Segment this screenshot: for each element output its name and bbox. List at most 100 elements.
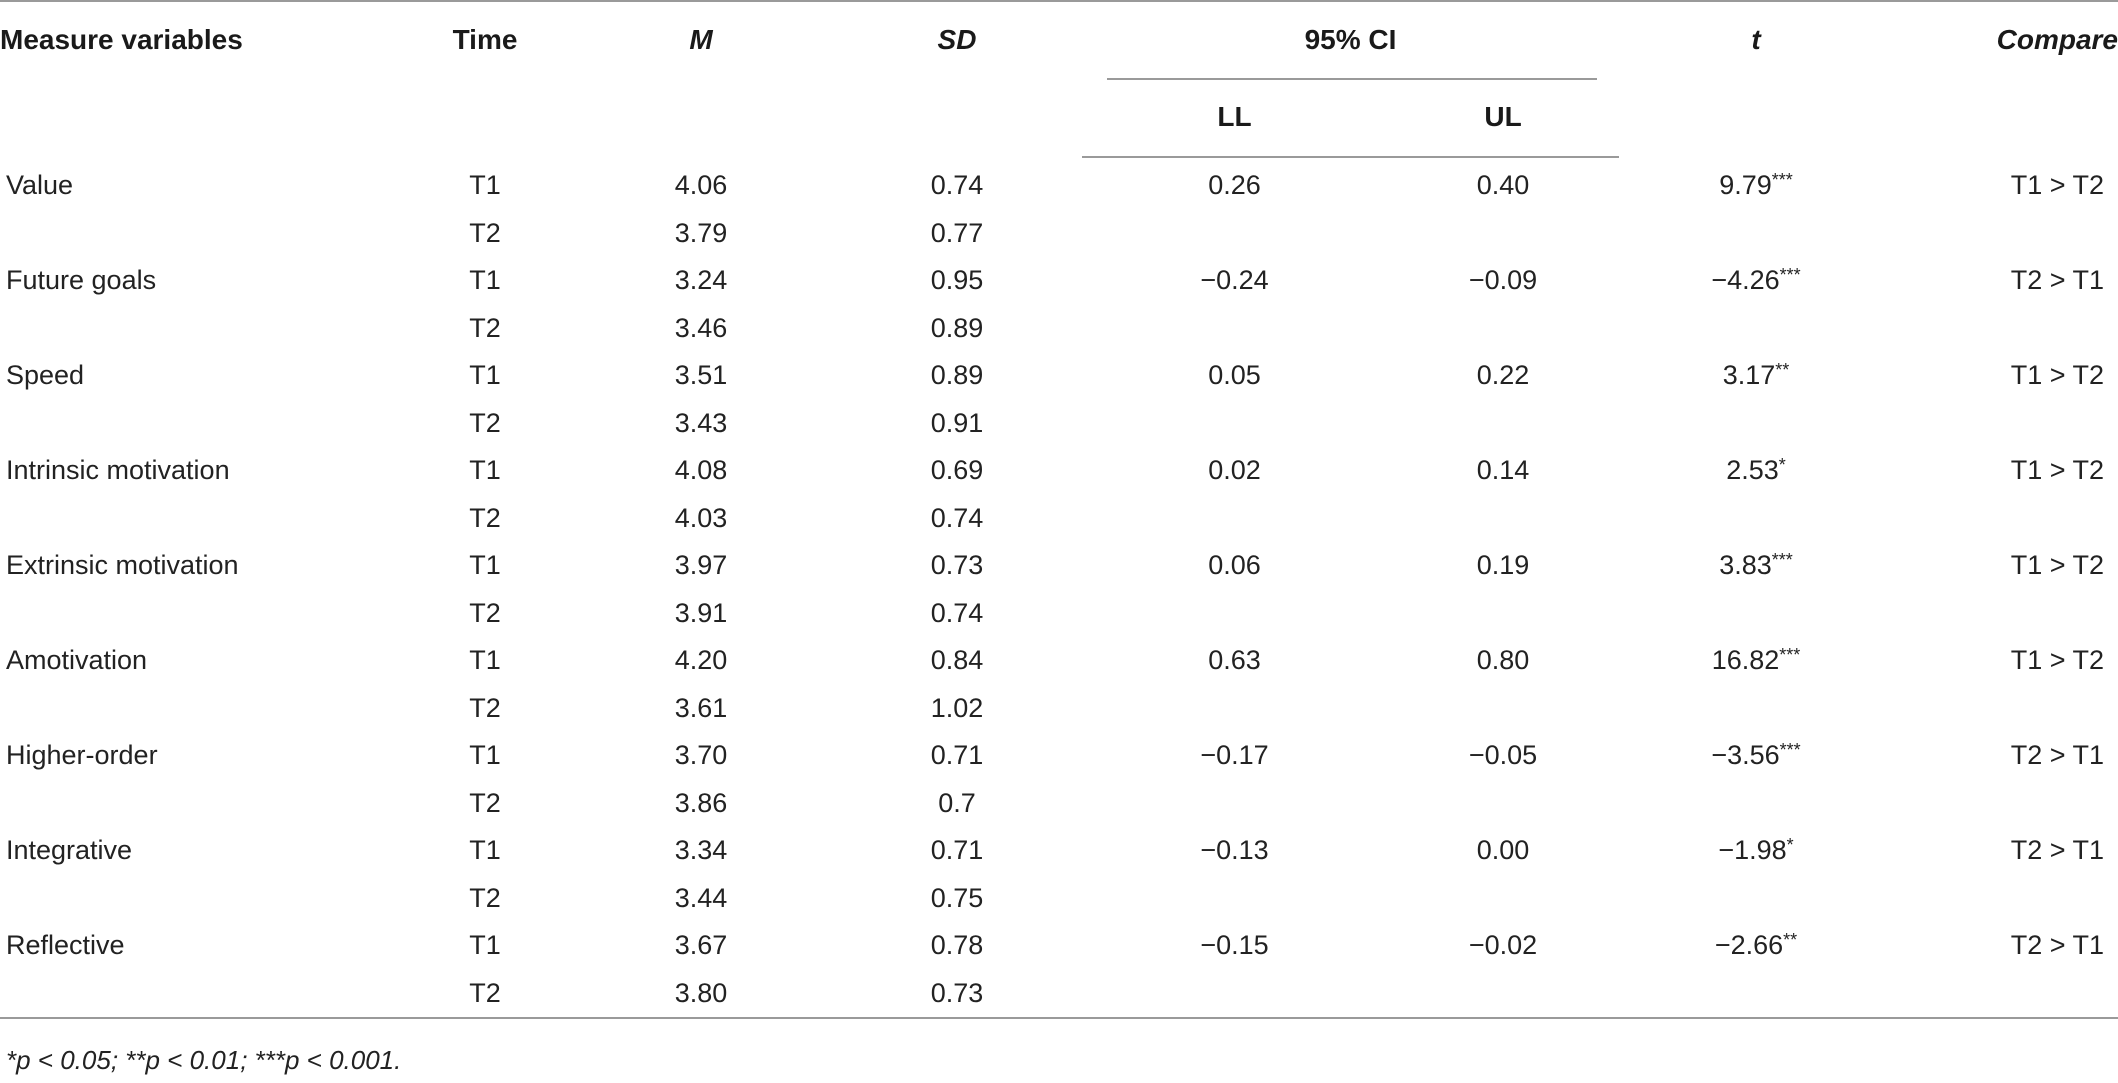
sd-cell: 0.71 [930, 835, 984, 866]
ll-cell: 0.06 [1208, 550, 1261, 581]
ll-cell-empty [1082, 685, 1387, 733]
ul-cell-empty [1387, 685, 1619, 733]
ul-cell-empty [1387, 875, 1619, 923]
header-measure-variables: Measure variables [0, 0, 400, 157]
table-footnote: *p < 0.05; **p < 0.01; ***p < 0.001. [6, 1045, 402, 1075]
ul-cell-empty [1387, 780, 1619, 828]
time-cell: T1 [469, 169, 501, 200]
mean-cell: 3.46 [674, 312, 728, 343]
sd-cell: 0.95 [930, 265, 984, 296]
ul-cell: 0.00 [1476, 835, 1530, 866]
t-value: 3.83 [1719, 550, 1772, 581]
paired-t-test-table: Measure variables Time M SD 95% CI t Com… [0, 0, 2118, 1019]
sd-cell: 0.84 [930, 645, 984, 676]
mean-cell: 3.34 [674, 835, 728, 866]
measure-cell-empty [0, 685, 400, 733]
t-cell-empty [1619, 400, 1893, 448]
t-value: −4.26 [1711, 265, 1780, 296]
t-cell-empty [1619, 305, 1893, 353]
ll-cell-empty [1082, 969, 1387, 1019]
time-cell: T2 [469, 692, 501, 723]
sd-cell: 0.7 [938, 787, 976, 818]
ll-cell: 0.26 [1208, 170, 1261, 201]
sd-cell: 0.75 [930, 882, 984, 913]
header-sd: SD [832, 0, 1082, 157]
mean-cell: 3.44 [674, 882, 728, 913]
t-cell: −4.26*** [1619, 257, 1893, 305]
t-value: 16.82 [1711, 645, 1780, 676]
mean-cell: 3.80 [570, 969, 832, 1019]
table-row: Speed T1 3.51 0.89 0.05 0.22 3.17** T1 > T2 [0, 352, 2118, 400]
sd-cell: 0.77 [930, 217, 984, 248]
t-cell: 3.83*** [1619, 542, 1893, 590]
table-row: T2 3.86 0.7 [0, 780, 2118, 828]
t-value: −3.56 [1711, 740, 1780, 771]
compare-cell: T2 > T1 [2010, 930, 2105, 961]
sd-cell: 0.89 [930, 360, 984, 391]
t-cell-empty [1619, 875, 1893, 923]
sd-cell: 0.69 [930, 455, 984, 486]
time-cell: T1 [469, 360, 501, 391]
measure-cell-empty [0, 305, 400, 353]
measure-cell: Value [6, 169, 74, 200]
measure-cell: Intrinsic motivation [6, 455, 230, 486]
compare-cell: T2 > T1 [2010, 835, 2105, 866]
table-body: Value T1 4.06 0.74 0.26 0.40 9.79*** T1 > T2 T2 3… [0, 157, 2118, 1019]
measure-cell: Speed [6, 360, 85, 391]
measure-cell: Reflective [6, 930, 125, 961]
table-row: Reflective T1 3.67 0.78 −0.15 −0.02 −2.66** T2 … [0, 922, 2118, 970]
time-cell: T1 [469, 835, 501, 866]
header-ci-group: 95% CI [1082, 0, 1620, 80]
mean-cell: 4.20 [674, 645, 728, 676]
mean-cell: 3.24 [674, 265, 728, 296]
t-cell-empty [1619, 969, 1894, 1019]
compare-cell: T1 > T2 [2010, 169, 2105, 200]
ll-cell-empty [1082, 210, 1387, 258]
t-value: −1.98 [1718, 835, 1787, 866]
header-time: Time [400, 0, 570, 157]
significance-stars: *** [1779, 265, 1801, 286]
significance-stars: *** [1771, 169, 1793, 190]
compare-cell: T1 > T2 [2010, 360, 2105, 391]
ll-cell: 0.63 [1208, 645, 1261, 676]
sd-cell: 1.02 [930, 692, 984, 723]
sd-cell: 0.74 [930, 169, 984, 200]
ul-cell-empty [1387, 400, 1619, 448]
table-row: T2 3.44 0.75 [0, 875, 2118, 923]
measure-cell-empty [0, 495, 400, 543]
time-cell: T2 [469, 407, 501, 438]
t-value: 9.79 [1719, 169, 1772, 200]
mean-cell: 3.43 [674, 407, 728, 438]
mean-cell: 3.91 [674, 597, 728, 628]
header-t: t [1619, 0, 1894, 157]
significance-stars: *** [1771, 550, 1793, 571]
time-cell: T2 [469, 217, 501, 248]
t-cell: −1.98* [1619, 827, 1893, 875]
t-cell: −2.66** [1619, 922, 1893, 970]
table-header: Measure variables Time M SD 95% CI t Com… [0, 0, 2118, 158]
mean-cell: 4.03 [674, 502, 728, 533]
t-value: −2.66 [1714, 930, 1784, 961]
time-cell: T2 [469, 312, 501, 343]
ul-cell: 0.19 [1476, 550, 1530, 581]
table-row: T2 3.61 1.02 [0, 685, 2118, 733]
ll-cell-empty [1082, 590, 1387, 638]
table-row: T2 3.80 0.73 [0, 969, 2118, 1019]
measure-cell-empty [0, 780, 400, 828]
ul-cell: 0.22 [1476, 360, 1530, 391]
compare-cell: T2 > T1 [2010, 740, 2105, 771]
measure-cell: Integrative [6, 835, 133, 866]
t-cell: −3.56*** [1619, 732, 1893, 780]
t-cell: 9.79*** [1619, 157, 1893, 210]
compare-cell: T1 > T2 [2010, 550, 2105, 581]
measure-cell-empty [0, 590, 400, 638]
ll-cell-empty [1082, 875, 1387, 923]
compare-cell-empty [1893, 780, 2118, 828]
table-row: Extrinsic motivation T1 3.97 0.73 0.06 0.19 3.… [0, 542, 2118, 590]
mean-cell: 3.70 [674, 740, 728, 771]
table-row: T2 3.79 0.77 [0, 210, 2118, 258]
ll-cell-empty [1082, 305, 1387, 353]
mean-cell: 4.08 [674, 455, 728, 486]
results-table-container: Measure variables Time M SD 95% CI t Com… [0, 0, 2118, 1019]
significance-stars: * [1786, 835, 1794, 856]
